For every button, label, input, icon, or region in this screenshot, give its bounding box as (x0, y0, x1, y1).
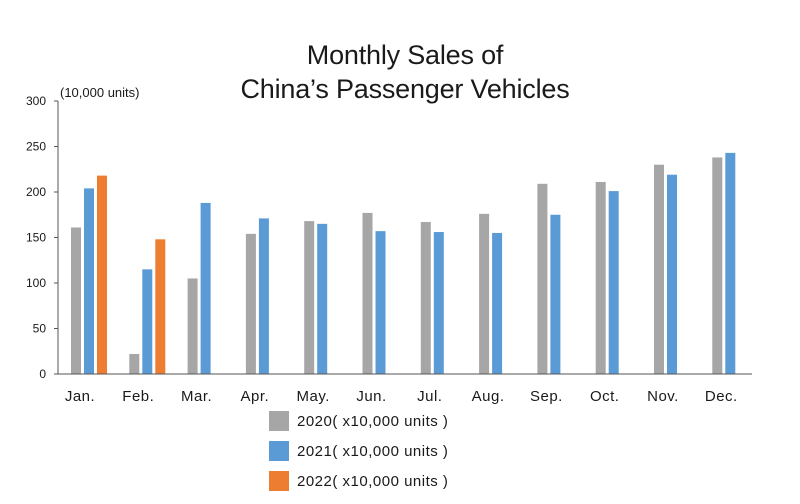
bar-series-1-2 (200, 202, 211, 374)
bar-series-0-9 (595, 181, 606, 374)
bar-series-1-3 (258, 218, 269, 374)
y-tick-label: 150 (26, 231, 46, 245)
bar-series-0-2 (187, 278, 198, 374)
bar-series-0-4 (304, 221, 315, 374)
bar-series-0-7 (479, 213, 490, 374)
y-tick-label: 200 (26, 185, 46, 199)
x-axis-labels: Jan. Feb. Mar. Apr. May. Jun. Jul. Aug. Sep. Oct.… (65, 388, 738, 405)
y-tick-label: 300 (26, 94, 46, 108)
x-tick-label: Jun. (356, 388, 386, 405)
y-axis-unit-label: (10,000 units) (60, 85, 140, 100)
bar-series-1-1 (142, 269, 153, 374)
legend-label: 2022( x10,000 units ) (297, 472, 449, 490)
bars-group (71, 152, 736, 374)
bar-series-1-11 (725, 152, 736, 374)
bar-series-1-5 (375, 231, 386, 374)
bar-series-1-0 (84, 188, 94, 374)
bar-series-2-0 (97, 175, 107, 374)
legend-label: 2021( x10,000 units ) (297, 442, 449, 460)
legend: 2020( x10,000 units ) 2021( x10,000 units… (269, 408, 448, 498)
x-tick-label: Jan. (65, 388, 95, 405)
chart-title-line-2: China’s Passenger Vehicles (240, 74, 570, 104)
bar-series-0-5 (362, 212, 373, 374)
x-tick-label: Oct. (590, 388, 620, 405)
legend-item: 2022( x10,000 units ) (269, 468, 448, 494)
bar-series-0-3 (245, 233, 256, 374)
legend-item: 2020( x10,000 units ) (269, 408, 448, 434)
bar-series-1-9 (608, 191, 619, 374)
y-tick-label: 100 (26, 276, 46, 290)
x-tick-label: Aug. (472, 388, 505, 405)
legend-label: 2020( x10,000 units ) (297, 412, 449, 430)
bar-series-2-1 (155, 239, 166, 374)
bar-series-0-1 (129, 353, 140, 374)
x-tick-label: Jul. (417, 388, 442, 405)
chart-title: Monthly Sales of China’s Passenger Vehic… (0, 38, 800, 106)
x-tick-label: May. (296, 388, 329, 405)
x-tick-label: Feb. (122, 388, 154, 405)
legend-swatch (269, 441, 289, 461)
bar-series-0-6 (420, 222, 431, 374)
x-tick-label: Nov. (647, 388, 679, 405)
legend-swatch (269, 471, 289, 491)
legend-swatch (269, 411, 289, 431)
bar-series-0-0 (71, 227, 81, 374)
y-tick-label: 250 (26, 140, 46, 154)
x-tick-label: Dec. (705, 388, 738, 405)
y-tick-label: 0 (39, 367, 46, 381)
y-axis-ticks: 0 50 100 150 200 250 300 (26, 94, 58, 381)
bar-series-1-7 (492, 232, 503, 374)
bar-series-0-10 (654, 164, 664, 374)
bar-series-1-6 (433, 232, 444, 374)
bar-series-1-4 (317, 223, 328, 374)
bar-series-0-11 (712, 157, 723, 374)
bar-series-0-8 (537, 183, 548, 374)
bar-series-1-8 (550, 214, 561, 374)
x-tick-label: Sep. (530, 388, 563, 405)
legend-item: 2021( x10,000 units ) (269, 438, 448, 464)
chart-title-line-1: Monthly Sales of (306, 40, 504, 70)
bar-series-1-10 (667, 174, 677, 374)
y-tick-label: 50 (33, 322, 47, 336)
x-tick-label: Mar. (181, 388, 212, 405)
x-tick-label: Apr. (241, 388, 270, 405)
